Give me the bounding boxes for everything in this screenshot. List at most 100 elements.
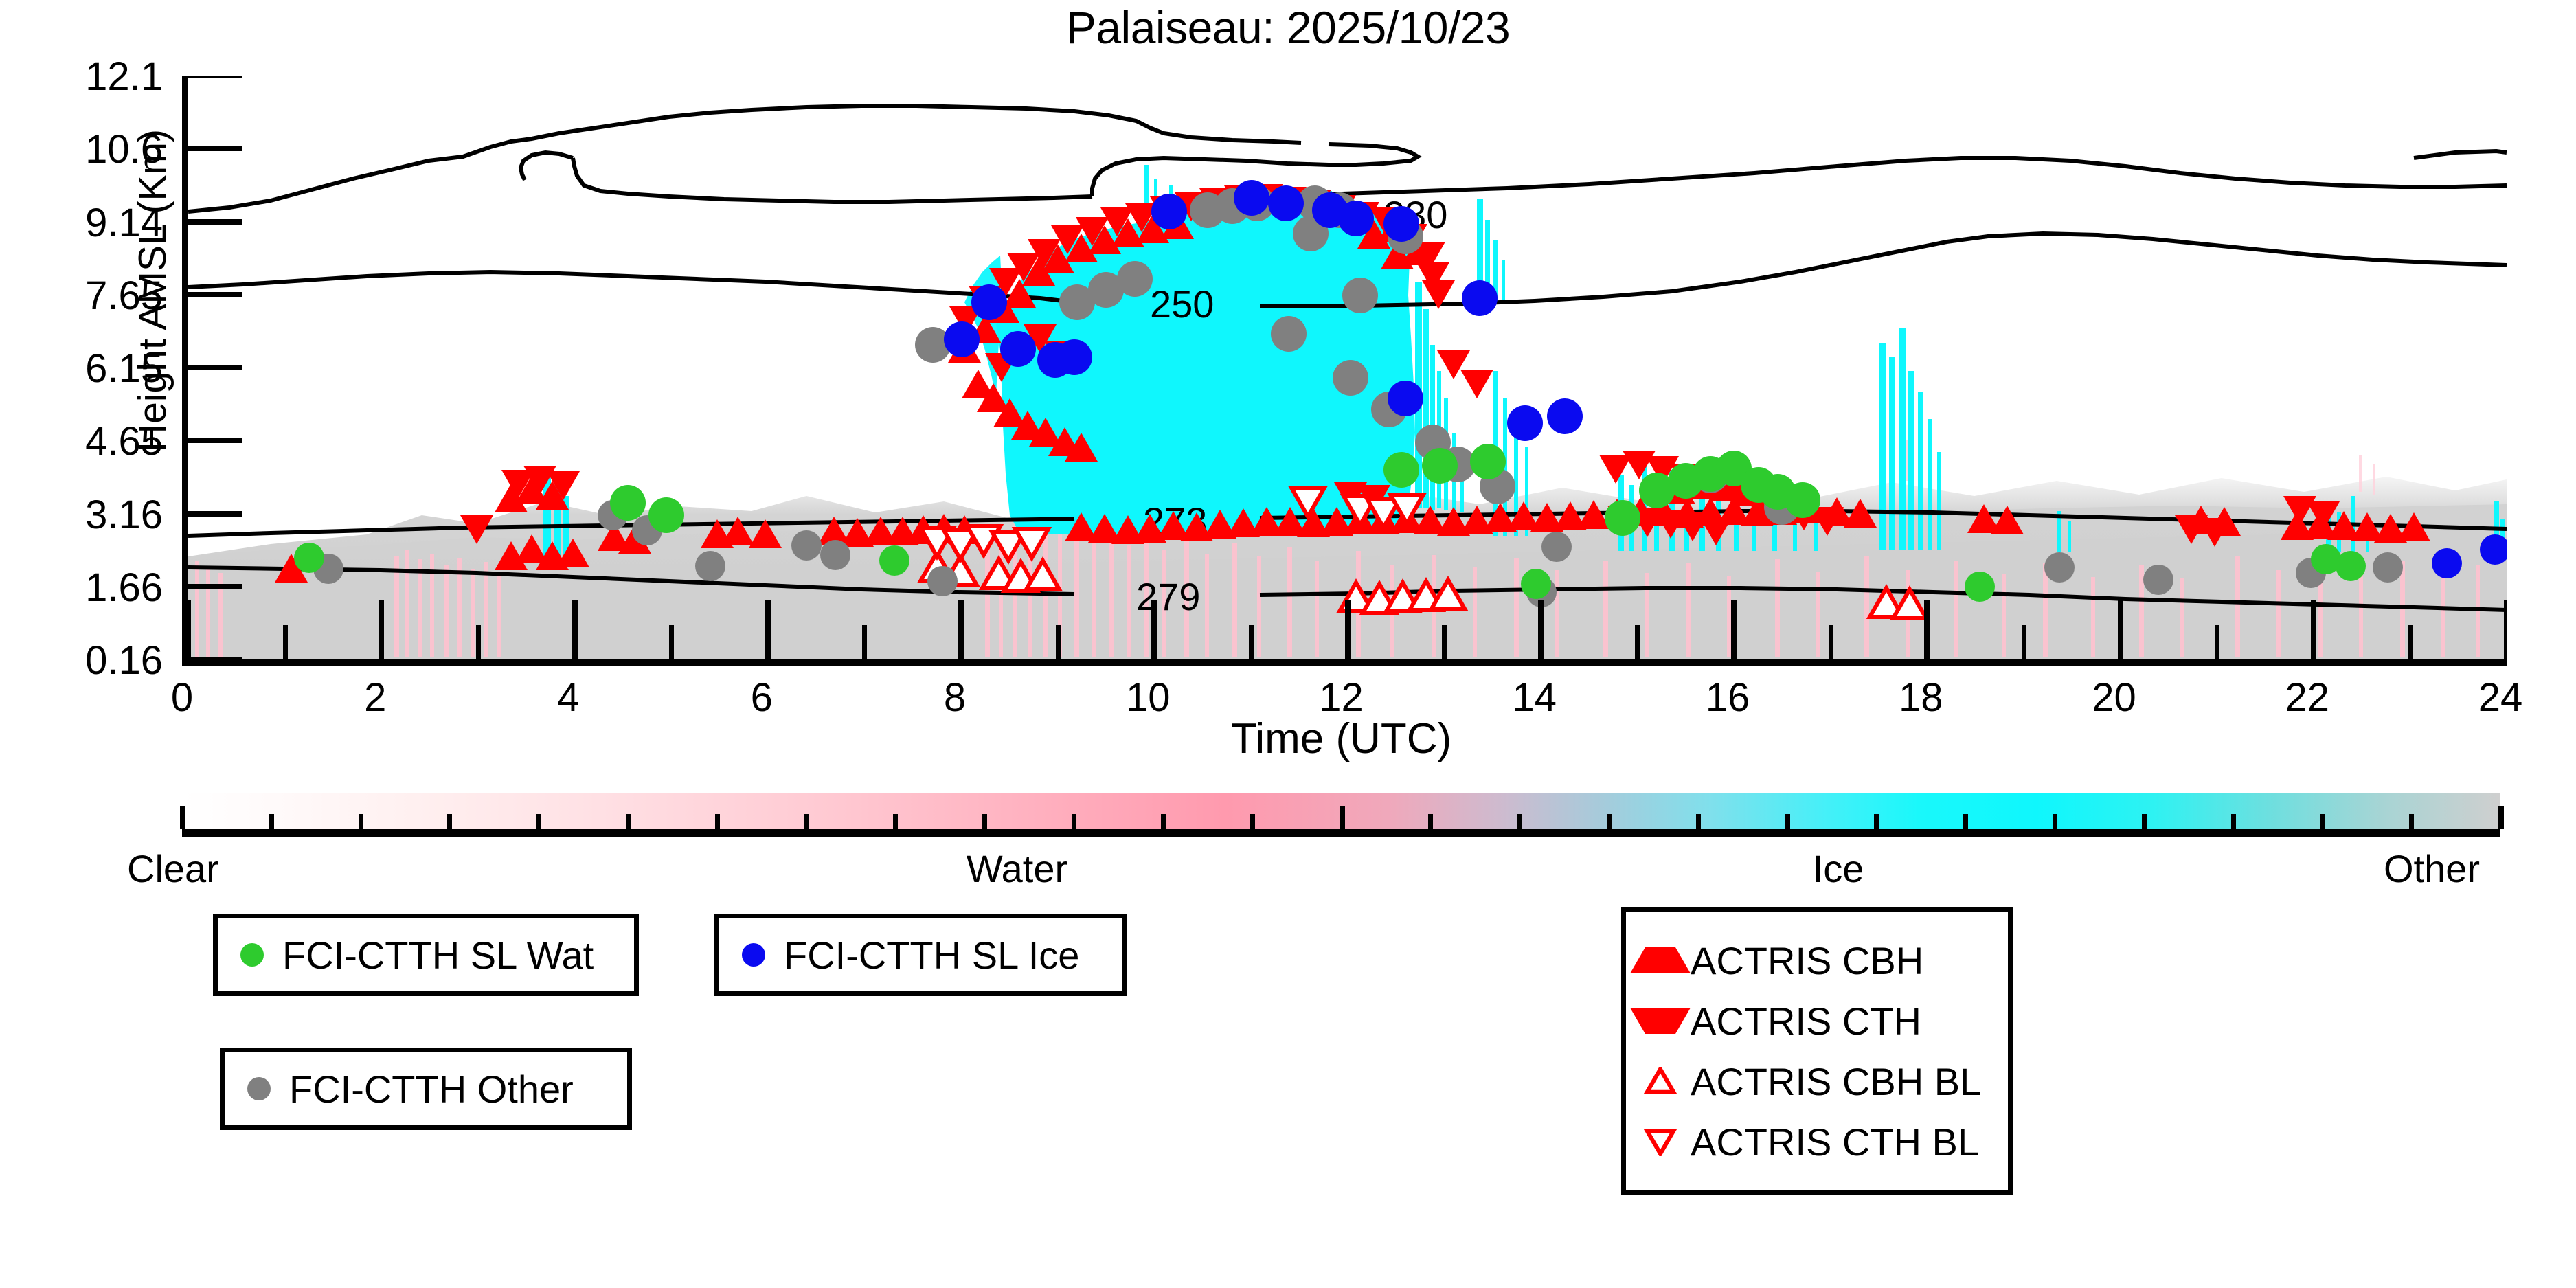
x-tick-label: 4: [557, 675, 580, 720]
legend-fci-sl-ice[interactable]: FCI-CTTH SL Ice: [714, 914, 1127, 996]
colorbar-tick: [1874, 814, 1879, 829]
x-tick-label: 6: [750, 675, 773, 720]
triangle-up-filled-icon: [1630, 947, 1691, 973]
colorbar-label: Ice: [1812, 847, 1864, 890]
x-minor-tick-mark: [1248, 625, 1254, 659]
x-tick-label: 2: [364, 675, 387, 720]
x-minor-tick-mark: [669, 625, 675, 659]
legend-label: FCI-CTTH SL Wat: [282, 933, 594, 977]
colorbar-tick: [2409, 814, 2415, 829]
x-tick-mark: [958, 600, 964, 659]
y-tick-mark: [188, 76, 242, 78]
fci-ctth-sl-ice-group: [944, 180, 2507, 578]
x-tick-mark: [1537, 600, 1544, 659]
x-minor-tick-mark: [282, 625, 288, 659]
legend-fci-other[interactable]: FCI-CTTH Other: [220, 1048, 632, 1130]
x-tick-label: 12: [1319, 675, 1364, 720]
colorbar-label: Water: [966, 847, 1068, 890]
x-tick-mark: [2117, 600, 2123, 659]
colorbar-label: Other: [2384, 847, 2481, 890]
x-tick-mark: [188, 600, 191, 659]
triangle-up-open-icon: [1644, 1067, 1677, 1096]
y-tick-mark: [188, 657, 242, 659]
legend-label: ACTRIS CBH: [1691, 938, 1924, 982]
x-minor-tick-mark: [2021, 625, 2026, 659]
x-tick-mark: [379, 600, 385, 659]
contour-label-250: 250: [1150, 282, 1214, 326]
x-tick-label: 20: [2092, 675, 2136, 720]
legend-label: FCI-CTTH SL Ice: [784, 933, 1080, 977]
colorbar-tick: [1695, 814, 1701, 829]
colorbar-label: Clear: [127, 847, 219, 890]
x-minor-tick-mark: [475, 625, 481, 659]
y-tick-mark: [188, 291, 242, 297]
colorbar-tick: [447, 814, 453, 829]
x-tick-mark: [2504, 600, 2507, 659]
colorbar-tick: [1785, 814, 1790, 829]
x-minor-tick-mark: [1635, 625, 1640, 659]
colorbar-tick: [2141, 814, 2147, 829]
y-tick-label: 12.1: [85, 54, 163, 99]
x-tick-label: 14: [1512, 675, 1557, 720]
plot-area: 230 250 273 279: [182, 76, 2507, 666]
circle-marker-icon: [236, 943, 269, 967]
legend-item: ACTRIS CTH BL: [1644, 1111, 1990, 1172]
x-tick-mark: [1731, 600, 1737, 659]
page-title: Palaiseau: 2025/10/23: [1065, 2, 1511, 53]
colorbar-tick: [2320, 814, 2325, 829]
y-tick-mark: [188, 510, 242, 517]
legend-label: ACTRIS CTH BL: [1691, 1120, 1980, 1164]
triangle-down-open-icon: [1644, 1127, 1677, 1156]
x-axis-title: Time (UTC): [1230, 715, 1452, 762]
legend-item: ACTRIS CBH BL: [1644, 1051, 1990, 1111]
colorbar-tick: [1250, 814, 1255, 829]
x-tick-label: 18: [1898, 675, 1943, 720]
y-tick-mark: [188, 438, 242, 444]
contour-label-279: 279: [1136, 575, 1200, 618]
legend-actris[interactable]: ACTRIS CBH ACTRIS CTH ACTRIS CBH BL ACTR…: [1621, 907, 2013, 1195]
legend-item: ACTRIS CTH: [1630, 991, 1990, 1051]
x-tick-label: 22: [2285, 675, 2329, 720]
colorbar-tick: [714, 814, 720, 829]
y-tick-label: 1.66: [85, 565, 163, 610]
colorbar-tick: [358, 814, 363, 829]
x-tick-label: 10: [1125, 675, 1171, 720]
x-minor-tick-mark: [2215, 625, 2220, 659]
y-tick-mark: [188, 365, 242, 370]
x-tick-mark: [1924, 600, 1930, 659]
colorbar-tick: [2052, 814, 2057, 829]
legend-label: ACTRIS CTH: [1691, 999, 1921, 1043]
x-tick-label: 8: [943, 675, 967, 720]
colorbar-tick: [269, 814, 274, 829]
fci-ctth-sl-wat-group: [294, 444, 2366, 602]
colorbar: [180, 793, 2504, 837]
legend-fci-sl-wat[interactable]: FCI-CTTH SL Wat: [213, 914, 639, 996]
colorbar-tick: [2498, 806, 2504, 829]
colorbar-tick: [893, 814, 899, 829]
x-minor-tick-mark: [1828, 625, 1833, 659]
x-tick-mark: [765, 600, 771, 659]
colorbar-tick: [1606, 814, 1612, 829]
legend-item: FCI-CTTH SL Ice: [737, 931, 1104, 979]
y-tick-mark: [188, 218, 242, 225]
legend-label: FCI-CTTH Other: [289, 1067, 574, 1111]
fci-ctth-other-group: [313, 185, 2403, 607]
colorbar-tick: [804, 814, 809, 829]
colorbar-tick: [1428, 814, 1434, 829]
legend-item: ACTRIS CBH: [1630, 930, 1990, 991]
y-tick-mark: [188, 583, 242, 589]
legend-item: FCI-CTTH SL Wat: [236, 931, 616, 979]
legend-item: FCI-CTTH Other: [242, 1065, 609, 1113]
x-minor-tick-mark: [2408, 625, 2413, 659]
x-tick-label: 0: [170, 675, 194, 720]
colorbar-tick: [1517, 814, 1523, 829]
x-minor-tick-mark: [1055, 625, 1061, 659]
colorbar-tick: [2230, 814, 2236, 829]
circle-marker-icon: [737, 943, 770, 967]
colorbar-tick: [1963, 814, 1969, 829]
y-tick-label: 3.16: [85, 492, 163, 537]
triangle-down-filled-icon: [1630, 1008, 1691, 1034]
colorbar-axis: [180, 806, 2504, 837]
colorbar-tick: [982, 814, 988, 829]
colorbar-tick: [180, 806, 185, 829]
